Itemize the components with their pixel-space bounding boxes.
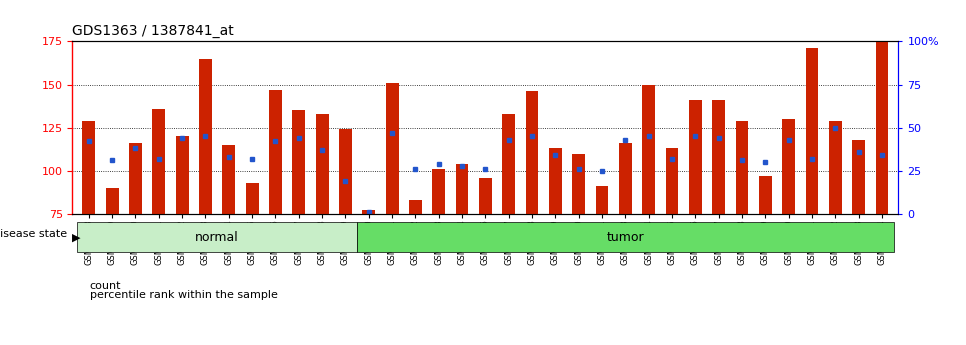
Bar xyxy=(293,110,305,214)
Bar xyxy=(385,83,399,214)
Bar xyxy=(829,121,841,214)
Bar xyxy=(782,119,795,214)
Bar xyxy=(316,114,328,214)
Bar xyxy=(712,100,725,214)
Text: GDS1363 / 1387841_at: GDS1363 / 1387841_at xyxy=(72,23,234,38)
Bar xyxy=(502,114,515,214)
Bar xyxy=(642,85,655,214)
Bar xyxy=(362,210,375,214)
Bar xyxy=(619,143,632,214)
Bar xyxy=(666,148,678,214)
Bar xyxy=(572,154,585,214)
FancyBboxPatch shape xyxy=(77,223,357,252)
Bar xyxy=(456,164,469,214)
Text: count: count xyxy=(90,282,122,291)
Text: percentile rank within the sample: percentile rank within the sample xyxy=(90,290,277,300)
Bar xyxy=(176,136,188,214)
Bar xyxy=(806,48,818,214)
Bar xyxy=(479,178,492,214)
Text: normal: normal xyxy=(195,231,239,244)
Bar xyxy=(409,200,422,214)
Bar xyxy=(222,145,235,214)
Bar xyxy=(526,91,538,214)
Bar xyxy=(339,129,352,214)
Bar xyxy=(433,169,445,214)
Bar xyxy=(129,143,142,214)
Text: ▶: ▶ xyxy=(72,233,81,243)
Bar xyxy=(549,148,562,214)
Bar xyxy=(153,109,165,214)
Bar xyxy=(759,176,772,214)
Bar xyxy=(269,90,282,214)
FancyBboxPatch shape xyxy=(357,223,894,252)
Bar xyxy=(689,100,702,214)
Text: tumor: tumor xyxy=(607,231,644,244)
Bar xyxy=(596,186,609,214)
Text: disease state: disease state xyxy=(0,229,68,239)
Bar xyxy=(105,188,119,214)
Bar xyxy=(199,59,212,214)
Bar xyxy=(82,121,96,214)
Bar xyxy=(852,140,866,214)
Bar xyxy=(245,183,259,214)
Bar xyxy=(736,121,749,214)
Bar xyxy=(875,26,889,214)
